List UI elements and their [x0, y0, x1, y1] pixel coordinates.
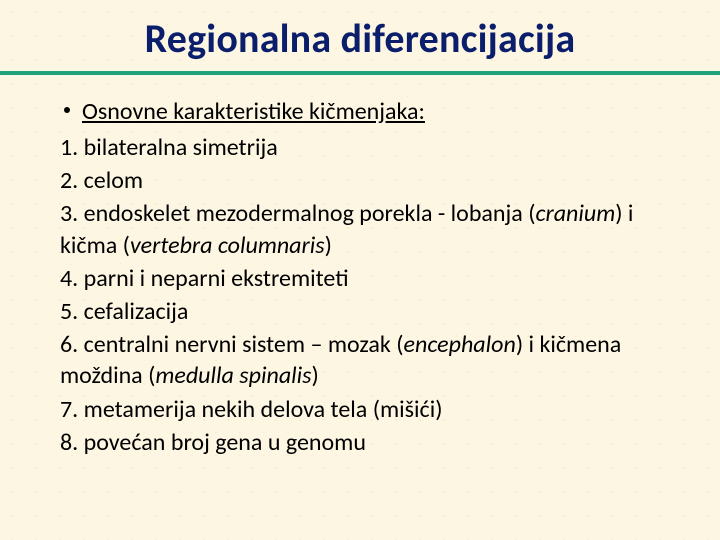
- list-item: 3. endoskelet mezodermalnog porekla - lo…: [60, 198, 660, 260]
- body-list: 1. bilateralna simetrija2. celom3. endos…: [60, 132, 660, 458]
- list-item: 1. bilateralna simetrija: [60, 132, 660, 163]
- slide: { "colors": { "background": "#fdf6e3", "…: [0, 0, 720, 540]
- content-block: Osnovne karakteristike kičmenjaka: 1. bi…: [0, 75, 720, 458]
- bullet-row: Osnovne karakteristike kičmenjaka:: [60, 97, 660, 126]
- list-item: 8. povećan broj gena u genomu: [60, 427, 660, 458]
- slide-title: Regionalna diferencijacija: [145, 14, 576, 63]
- title-block: Regionalna diferencijacija: [0, 0, 720, 75]
- subtitle: Osnovne karakteristike kičmenjaka:: [82, 97, 425, 126]
- list-item: 4. parni i neparni ekstremiteti: [60, 263, 660, 294]
- list-item: 7. metamerija nekih delova tela (mišići): [60, 394, 660, 425]
- list-item: 2. celom: [60, 165, 660, 196]
- list-item: 6. centralni nervni sistem – mozak (ence…: [60, 329, 660, 391]
- list-item: 5. cefalizacija: [60, 296, 660, 327]
- bullet-dot-icon: [64, 107, 70, 113]
